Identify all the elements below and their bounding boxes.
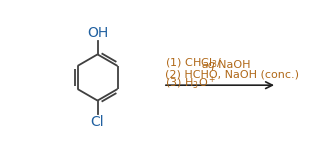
Text: (3) H$_3$O$^+$: (3) H$_3$O$^+$	[164, 74, 216, 91]
Text: (2) HCHO, NaOH (conc.): (2) HCHO, NaOH (conc.)	[164, 69, 299, 79]
Text: OH: OH	[87, 26, 108, 40]
Text: (1) CHCl$_3$/: (1) CHCl$_3$/	[164, 56, 222, 70]
Text: aq: aq	[202, 60, 216, 70]
Text: . NaOH: . NaOH	[211, 60, 250, 70]
Text: Cl: Cl	[91, 115, 104, 129]
